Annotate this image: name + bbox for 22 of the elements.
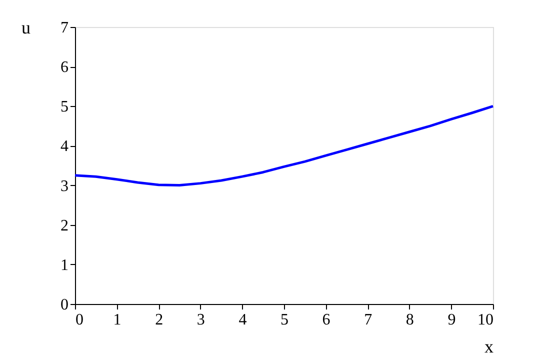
y-tick-label: 0 bbox=[60, 296, 68, 314]
x-axis-title: x bbox=[484, 336, 494, 356]
x-tick-label: 4 bbox=[238, 312, 247, 328]
x-tick-label: 1 bbox=[113, 312, 122, 328]
x-tick-label: 6 bbox=[322, 312, 330, 328]
x-tick-label: 0 bbox=[76, 312, 84, 328]
x-tick-label: 7 bbox=[364, 312, 372, 328]
x-tick-label: 2 bbox=[155, 312, 164, 328]
y-tick-label: 4 bbox=[60, 138, 68, 156]
x-tick-label: 9 bbox=[448, 312, 456, 328]
y-tick-label: 2 bbox=[60, 217, 68, 234]
y-tick-label: 3 bbox=[60, 178, 68, 195]
y-tick-label: 6 bbox=[60, 59, 68, 76]
x-tick-label: 5 bbox=[280, 312, 288, 328]
y-tick-label: 5 bbox=[60, 98, 68, 116]
y-axis-title: u bbox=[22, 18, 30, 38]
x-tick-label: 3 bbox=[196, 312, 205, 328]
y-tick-label: 1 bbox=[60, 256, 68, 274]
x-tick-label: 8 bbox=[406, 312, 414, 328]
y-tick-label: 7 bbox=[60, 20, 68, 36]
x-tick-label: 10 bbox=[478, 312, 494, 328]
line-series bbox=[74, 104, 494, 187]
